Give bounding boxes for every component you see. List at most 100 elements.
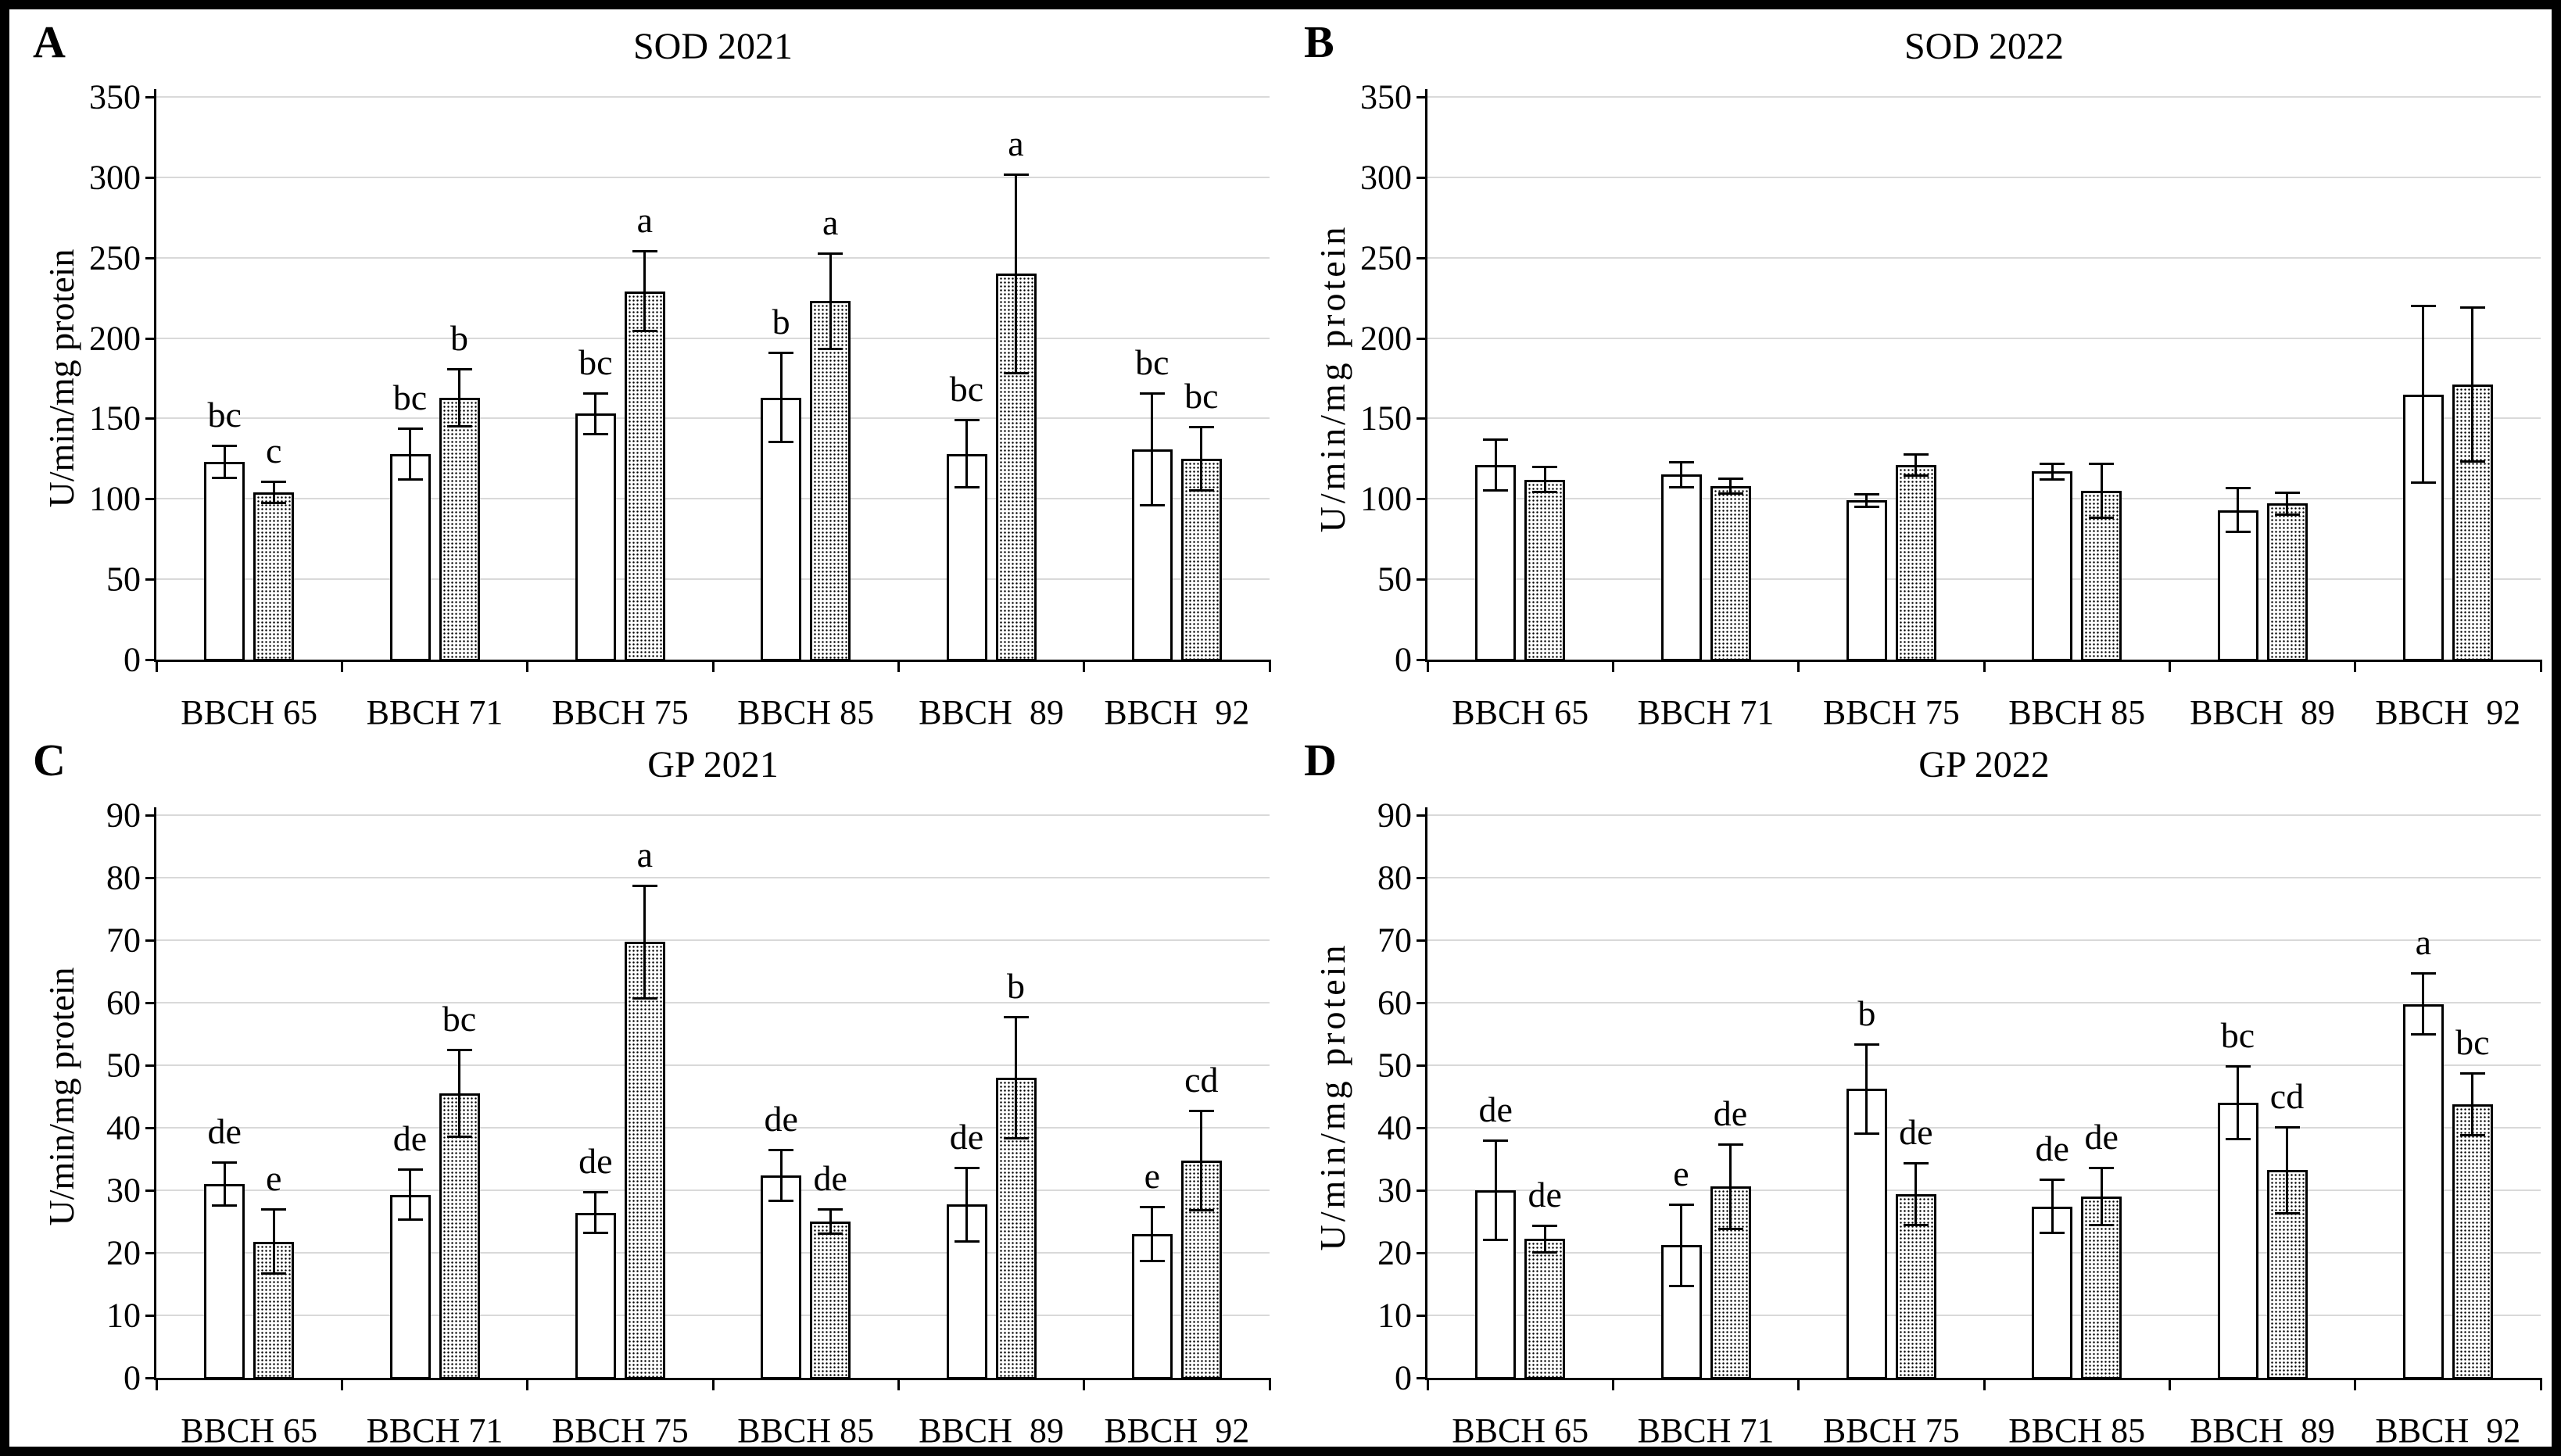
error-bar-bottom-cap — [261, 1272, 287, 1275]
error-bar-top-cap — [446, 1049, 472, 1051]
error-bar — [1151, 1206, 1154, 1262]
x-category-label: BBCH 89 — [919, 693, 1064, 732]
error-bar — [829, 1209, 832, 1234]
y-tick-label: 60 — [1377, 983, 1412, 1022]
error-bar-bottom-cap — [446, 1136, 472, 1138]
y-tick-mark — [1417, 578, 1427, 581]
chart-title: GP 2021 — [647, 744, 779, 785]
gridline — [1427, 939, 2541, 941]
panel-d: D GP 2022 U/min/mg protein 0 10 20 30 40 50 60 70 8… — [1280, 728, 2552, 1450]
error-bar-top-cap — [1717, 477, 1743, 480]
x-tick-mark — [526, 660, 529, 672]
significance-letter: bc — [1184, 375, 1219, 416]
chart-title: SOD 2022 — [1904, 26, 2065, 67]
y-tick-label: 50 — [106, 560, 141, 599]
error-bar — [2471, 1073, 2474, 1136]
error-bar — [1494, 1140, 1497, 1240]
error-bar-bottom-cap — [1139, 503, 1165, 506]
y-tick-label: 0 — [124, 1358, 141, 1397]
x-axis-line — [154, 1378, 1270, 1380]
error-bar — [1914, 1162, 1918, 1225]
x-tick-mark — [2354, 660, 2357, 672]
significance-letter: de — [1713, 1093, 1748, 1133]
y-tick-label: 50 — [106, 1046, 141, 1085]
error-bar-bottom-cap — [212, 1204, 238, 1207]
y-axis-line — [1425, 807, 1427, 1380]
error-bar-top-cap — [2459, 1072, 2485, 1075]
error-bar-bottom-cap — [1903, 474, 1929, 478]
error-bar-top-cap — [2274, 1126, 2300, 1129]
x-tick-mark — [1983, 1378, 1986, 1390]
error-bar-bottom-cap — [212, 476, 238, 479]
error-bar-top-cap — [1854, 1043, 1879, 1046]
x-tick-mark — [1797, 660, 1800, 672]
x-tick-mark — [1426, 1378, 1429, 1390]
error-bar — [409, 427, 411, 480]
y-tick-mark — [145, 256, 156, 259]
y-tick-label: 300 — [89, 158, 141, 197]
significance-letter: de — [392, 1118, 428, 1158]
error-bar — [2286, 1127, 2288, 1214]
y-tick-label: 350 — [1360, 77, 1412, 116]
error-bar — [1914, 453, 1918, 477]
error-bar-top-cap — [954, 1167, 980, 1170]
error-bar-bottom-cap — [1483, 1239, 1509, 1241]
y-tick-label: 90 — [106, 796, 141, 835]
significance-letter: a — [636, 834, 654, 875]
error-bar — [458, 368, 460, 427]
error-bar-bottom-cap — [1532, 1251, 1558, 1254]
gridline — [156, 578, 1270, 581]
error-bar — [1729, 478, 1732, 495]
significance-letter: de — [813, 1158, 847, 1198]
error-bar — [965, 420, 968, 488]
error-bar-top-cap — [397, 427, 423, 430]
significance-letter: b — [772, 302, 790, 342]
error-bar-top-cap — [2040, 463, 2065, 466]
x-category-label: BBCH 71 — [1637, 693, 1775, 732]
x-tick-mark — [340, 660, 343, 672]
error-bar-top-cap — [768, 352, 794, 355]
error-bar-bottom-cap — [818, 347, 844, 350]
error-bar-bottom-cap — [2225, 531, 2251, 534]
error-bar-bottom-cap — [1854, 505, 1879, 508]
x-tick-mark — [1268, 1378, 1271, 1390]
y-axis-line — [1425, 89, 1427, 662]
error-bar-bottom-cap — [2410, 481, 2436, 484]
x-tick-mark — [2354, 1378, 2357, 1390]
x-category-label: BBCH 92 — [1104, 1411, 1250, 1450]
x-tick-mark — [2168, 660, 2171, 672]
x-category-label: BBCH 65 — [1452, 1411, 1589, 1450]
error-bar — [1494, 439, 1497, 491]
error-bar-bottom-cap — [1668, 1285, 1694, 1288]
error-bar-bottom-cap — [261, 502, 287, 505]
bar-open — [389, 1194, 431, 1379]
error-bar — [2051, 463, 2054, 480]
error-bar — [2422, 973, 2425, 1035]
error-bar — [409, 1168, 411, 1221]
significance-letter: bc — [2455, 1022, 2490, 1063]
x-category-label: BBCH 75 — [551, 693, 689, 732]
gridline — [1427, 337, 2541, 339]
panel-letter-a: A — [33, 16, 66, 67]
bar-dotted — [995, 1078, 1037, 1379]
x-category-label: BBCH 89 — [919, 1411, 1064, 1450]
error-bar — [1200, 426, 1203, 491]
x-tick-mark — [526, 1378, 529, 1390]
y-tick-mark — [145, 417, 156, 420]
error-bar-bottom-cap — [2040, 478, 2065, 481]
error-bar-bottom-cap — [2274, 513, 2300, 516]
gridline — [156, 1252, 1270, 1254]
bar-dotted — [1895, 1193, 1936, 1379]
y-tick-label: 30 — [106, 1171, 141, 1210]
x-tick-mark — [1983, 660, 1986, 672]
bar-dotted — [439, 1093, 480, 1379]
y-tick-label: 20 — [1377, 1233, 1412, 1272]
y-tick-mark — [1417, 498, 1427, 501]
x-category-label: BBCH 75 — [1822, 1411, 1960, 1450]
significance-letter: b — [450, 317, 468, 358]
error-bar-bottom-cap — [2089, 516, 2115, 519]
bar-open — [204, 1184, 245, 1379]
x-tick-mark — [155, 660, 158, 672]
error-bar — [2237, 487, 2239, 533]
gridline — [156, 1189, 1270, 1191]
